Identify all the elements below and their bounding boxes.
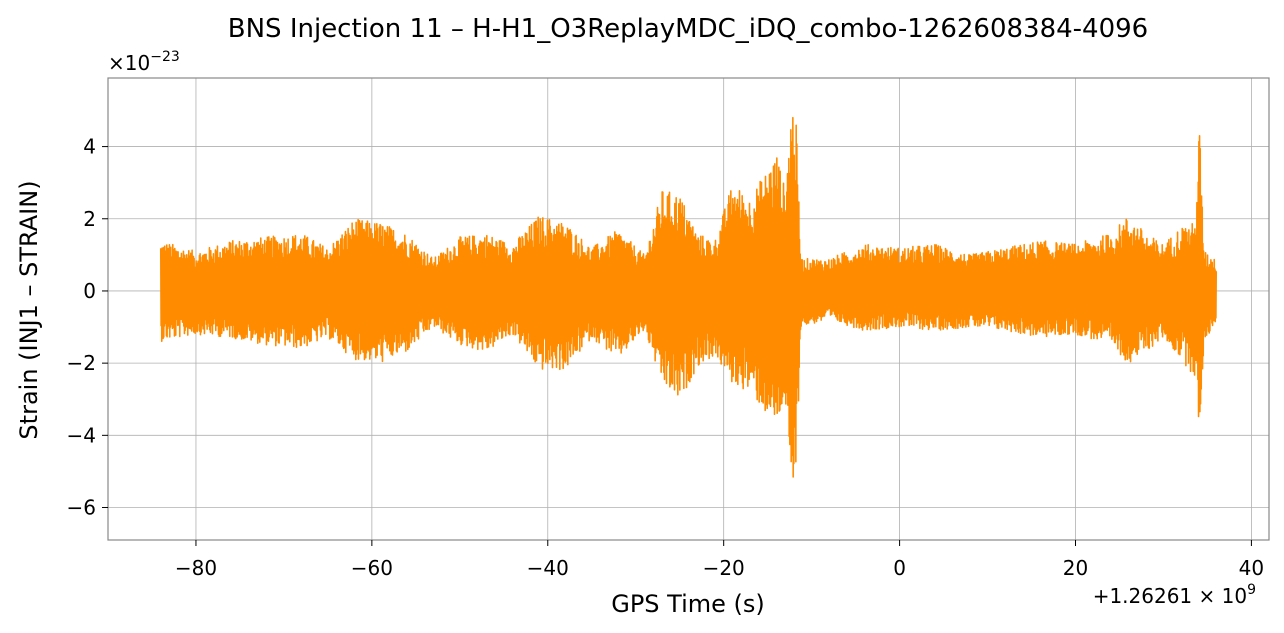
- strain-trace-line: [159, 116, 1218, 478]
- x-tick-label: 20: [1063, 556, 1088, 580]
- x-offset-exponent: 9: [1247, 582, 1256, 598]
- x-offset: +1.26261 × 109: [1093, 582, 1256, 608]
- x-tick-label: 40: [1239, 556, 1264, 580]
- x-tick-label: −60: [351, 556, 393, 580]
- y-tick-label: −6: [67, 496, 96, 520]
- y-scale-exponent: −23: [150, 49, 180, 65]
- x-tick-label: −80: [175, 556, 217, 580]
- y-tick-label: 4: [83, 135, 96, 159]
- x-tick-label: −20: [703, 556, 745, 580]
- y-tick-label: −4: [67, 423, 96, 447]
- x-offset-base: +1.26261 × 10: [1093, 584, 1247, 608]
- y-scale-base: ×10: [108, 51, 150, 75]
- y-tick-label: −2: [67, 351, 96, 375]
- x-tick-label: −40: [527, 556, 569, 580]
- y-tick-label: 0: [83, 279, 96, 303]
- strain-series: [159, 116, 1218, 478]
- y-scale-factor: ×10−23: [108, 49, 180, 75]
- x-tick-label: 0: [893, 556, 906, 580]
- chart-title: BNS Injection 11 – H-H1_O3ReplayMDC_iDQ_…: [228, 14, 1148, 44]
- x-axis-label: GPS Time (s): [611, 590, 765, 618]
- y-tick-label: 2: [83, 207, 96, 231]
- y-axis-label: Strain (INJ1 – STRAIN): [15, 180, 43, 439]
- plot-frame: [107, 77, 1270, 541]
